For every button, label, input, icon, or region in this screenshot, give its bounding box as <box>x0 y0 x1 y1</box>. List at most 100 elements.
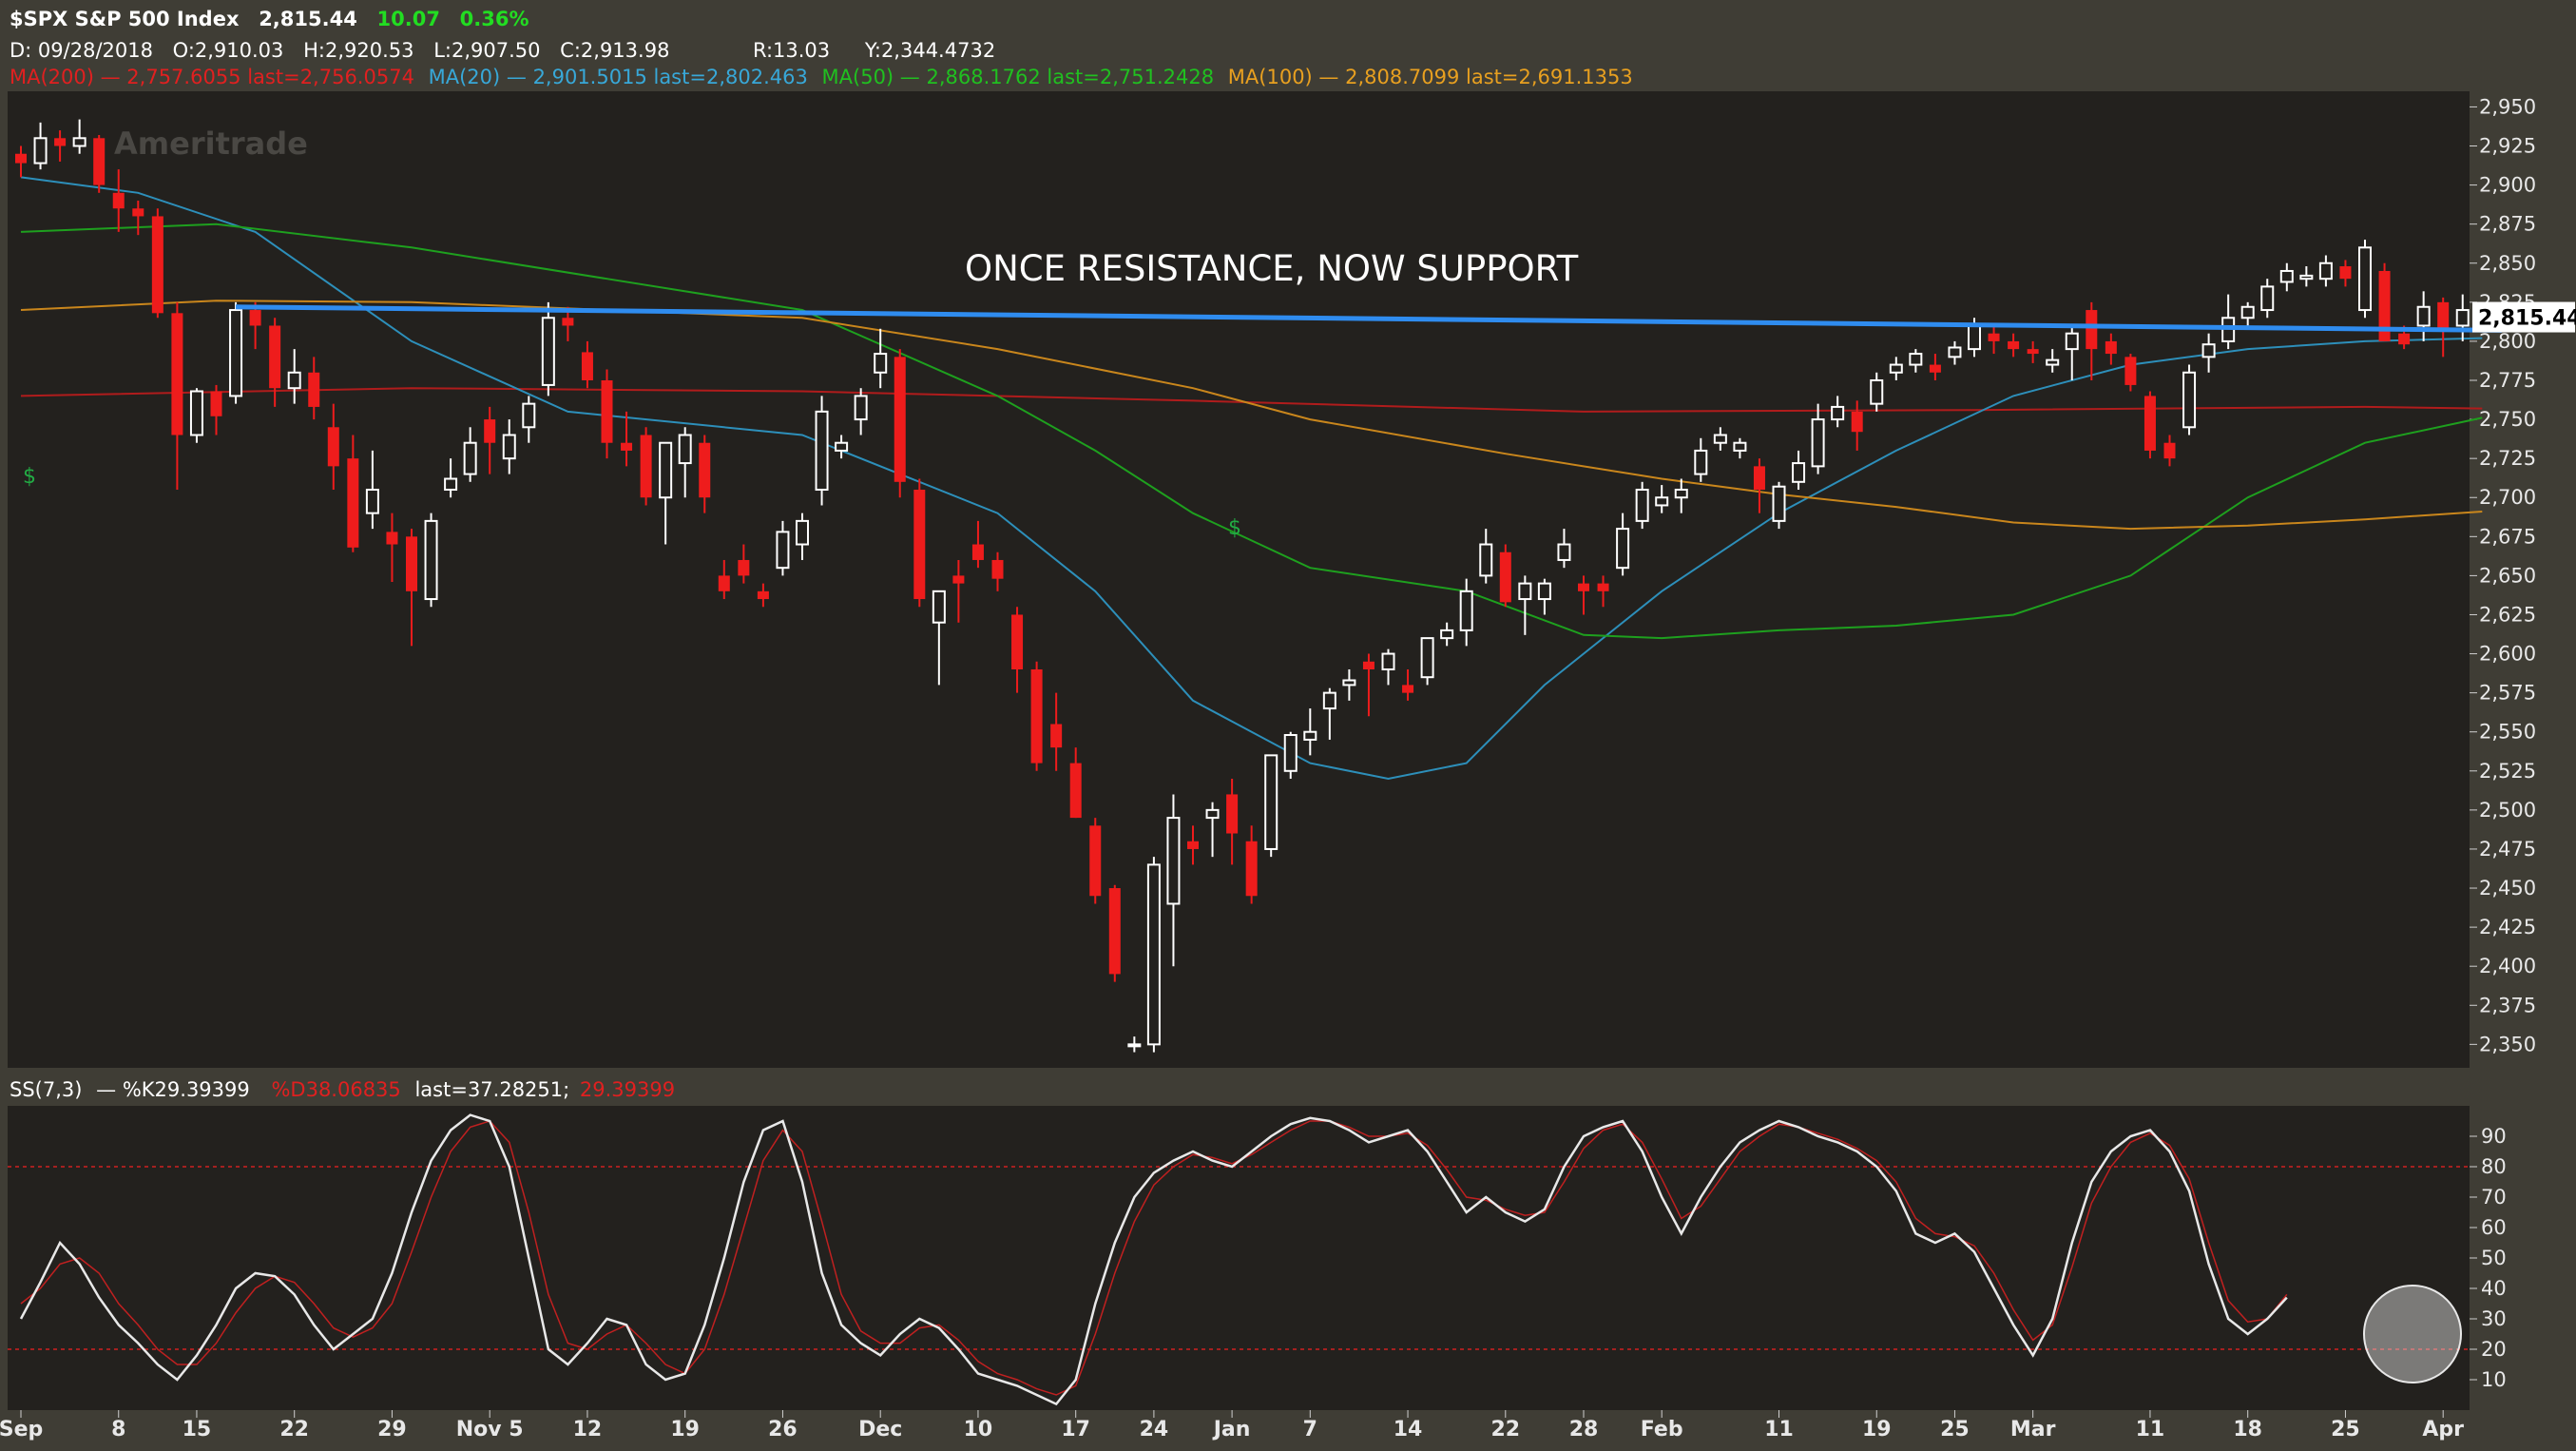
candle <box>1537 578 1551 615</box>
candle <box>2240 301 2255 326</box>
candle-body <box>1322 691 1336 710</box>
x-tick-label: 8 <box>111 1418 125 1441</box>
candle-body <box>874 353 888 374</box>
x-tick-label: 18 <box>2233 1418 2262 1441</box>
candle <box>365 450 379 530</box>
candle <box>1811 403 1825 474</box>
candle-body <box>1459 590 1473 631</box>
stoch-lines <box>19 1113 2288 1406</box>
x-tick-label: Sep <box>0 1418 43 1441</box>
candle-body <box>1713 434 1727 444</box>
candle <box>1011 607 1024 693</box>
candle-body <box>776 531 790 570</box>
candle-body <box>718 575 730 591</box>
x-tick-label: 24 <box>1140 1418 1169 1441</box>
candle-body <box>2378 270 2391 341</box>
ma200-legend: MA(200) — 2,757.6055 last=2,756.0574 <box>10 66 414 88</box>
candle-body <box>229 309 243 397</box>
candle-body <box>1342 679 1356 687</box>
price-tick-label: 2,775 <box>2479 369 2536 392</box>
candle <box>815 396 829 506</box>
support-line-group <box>236 304 2502 333</box>
candle-body <box>1264 754 1278 850</box>
candle <box>1733 437 1747 459</box>
candle <box>1578 575 1589 615</box>
candle-body <box>365 489 379 514</box>
ohlc-high: H:2,920.53 <box>303 39 413 62</box>
candle-body <box>1792 462 1806 483</box>
candle <box>2339 260 2352 287</box>
candle <box>1283 731 1298 780</box>
candle-body <box>151 216 163 314</box>
candle <box>1089 818 1102 904</box>
candle-body <box>1381 652 1395 670</box>
candle-body <box>347 458 359 548</box>
candle-body <box>269 325 281 389</box>
candle <box>1889 357 1903 380</box>
candle <box>287 349 301 404</box>
candle-body <box>581 352 593 380</box>
candle-body <box>1205 808 1220 820</box>
candle-body <box>2027 349 2039 355</box>
candle <box>72 119 87 154</box>
candle <box>913 478 926 608</box>
price-tick-label: 2,925 <box>2479 135 2536 158</box>
candle <box>854 388 868 435</box>
candle <box>2201 333 2216 373</box>
price-tick-label: 2,725 <box>2479 447 2536 470</box>
candle-body <box>1479 543 1493 577</box>
stoch-last2: 29.39399 <box>580 1078 675 1101</box>
stoch-label: SS(7,3) <box>10 1078 82 1101</box>
candle <box>2299 266 2314 287</box>
candle-body <box>932 590 946 624</box>
candle-body <box>33 137 48 164</box>
candle-body <box>1655 496 1669 507</box>
dividend-marker-icon: $ <box>23 465 36 489</box>
candle-body <box>1674 489 1688 499</box>
candle-body <box>522 402 536 429</box>
x-axis: Sep 8 15 22 29 Nov 5 12 19 26 Dec 10 17 24 Jan 7 14 22 28… <box>0 1410 2464 1441</box>
candle-body <box>757 590 769 600</box>
candle <box>1245 825 1258 904</box>
candle <box>1909 349 1923 373</box>
price-tick-label: 2,750 <box>2479 408 2536 431</box>
candle-body <box>1635 489 1649 522</box>
stoch-tick-label: 20 <box>2481 1338 2507 1361</box>
candle-body <box>601 379 613 443</box>
candle <box>2008 333 2020 358</box>
watermark: Ameritrade <box>114 126 308 162</box>
candle-body <box>1226 794 1239 834</box>
ohlc-close: C:2,913.98 <box>560 39 669 62</box>
candle-body <box>835 441 849 452</box>
candle-body <box>1420 637 1434 679</box>
candle-body <box>2318 261 2333 281</box>
candle <box>894 349 906 498</box>
candle <box>171 301 183 491</box>
pct-change: 0.36% <box>460 8 529 30</box>
candle <box>1303 708 1317 756</box>
candle <box>1499 544 1511 608</box>
candle <box>1187 825 1199 865</box>
candle-body <box>678 434 692 465</box>
candle <box>1342 668 1356 701</box>
candle-body <box>2065 332 2079 351</box>
x-tick-label: 19 <box>1862 1418 1892 1441</box>
candle-body <box>249 310 261 326</box>
ohlc-open: O:2,910.03 <box>173 39 284 62</box>
candle <box>2105 333 2117 365</box>
candle <box>659 441 673 545</box>
x-tick-label: 14 <box>1394 1418 1423 1441</box>
candle <box>1674 478 1688 513</box>
candle-body <box>2046 358 2060 366</box>
candle <box>112 169 125 232</box>
candle <box>581 340 593 389</box>
stoch-axis: 10 20 30 40 50 60 70 80 90 <box>8 1125 2507 1391</box>
candle-body <box>1187 841 1199 849</box>
candle-body <box>1851 411 1863 433</box>
candle-body <box>621 442 633 451</box>
candle-body <box>72 137 87 147</box>
stoch-k-legend: %K29.39399 <box>123 1078 250 1101</box>
candle <box>1694 437 1708 482</box>
stoch-last: last=37.28251; <box>414 1078 569 1101</box>
